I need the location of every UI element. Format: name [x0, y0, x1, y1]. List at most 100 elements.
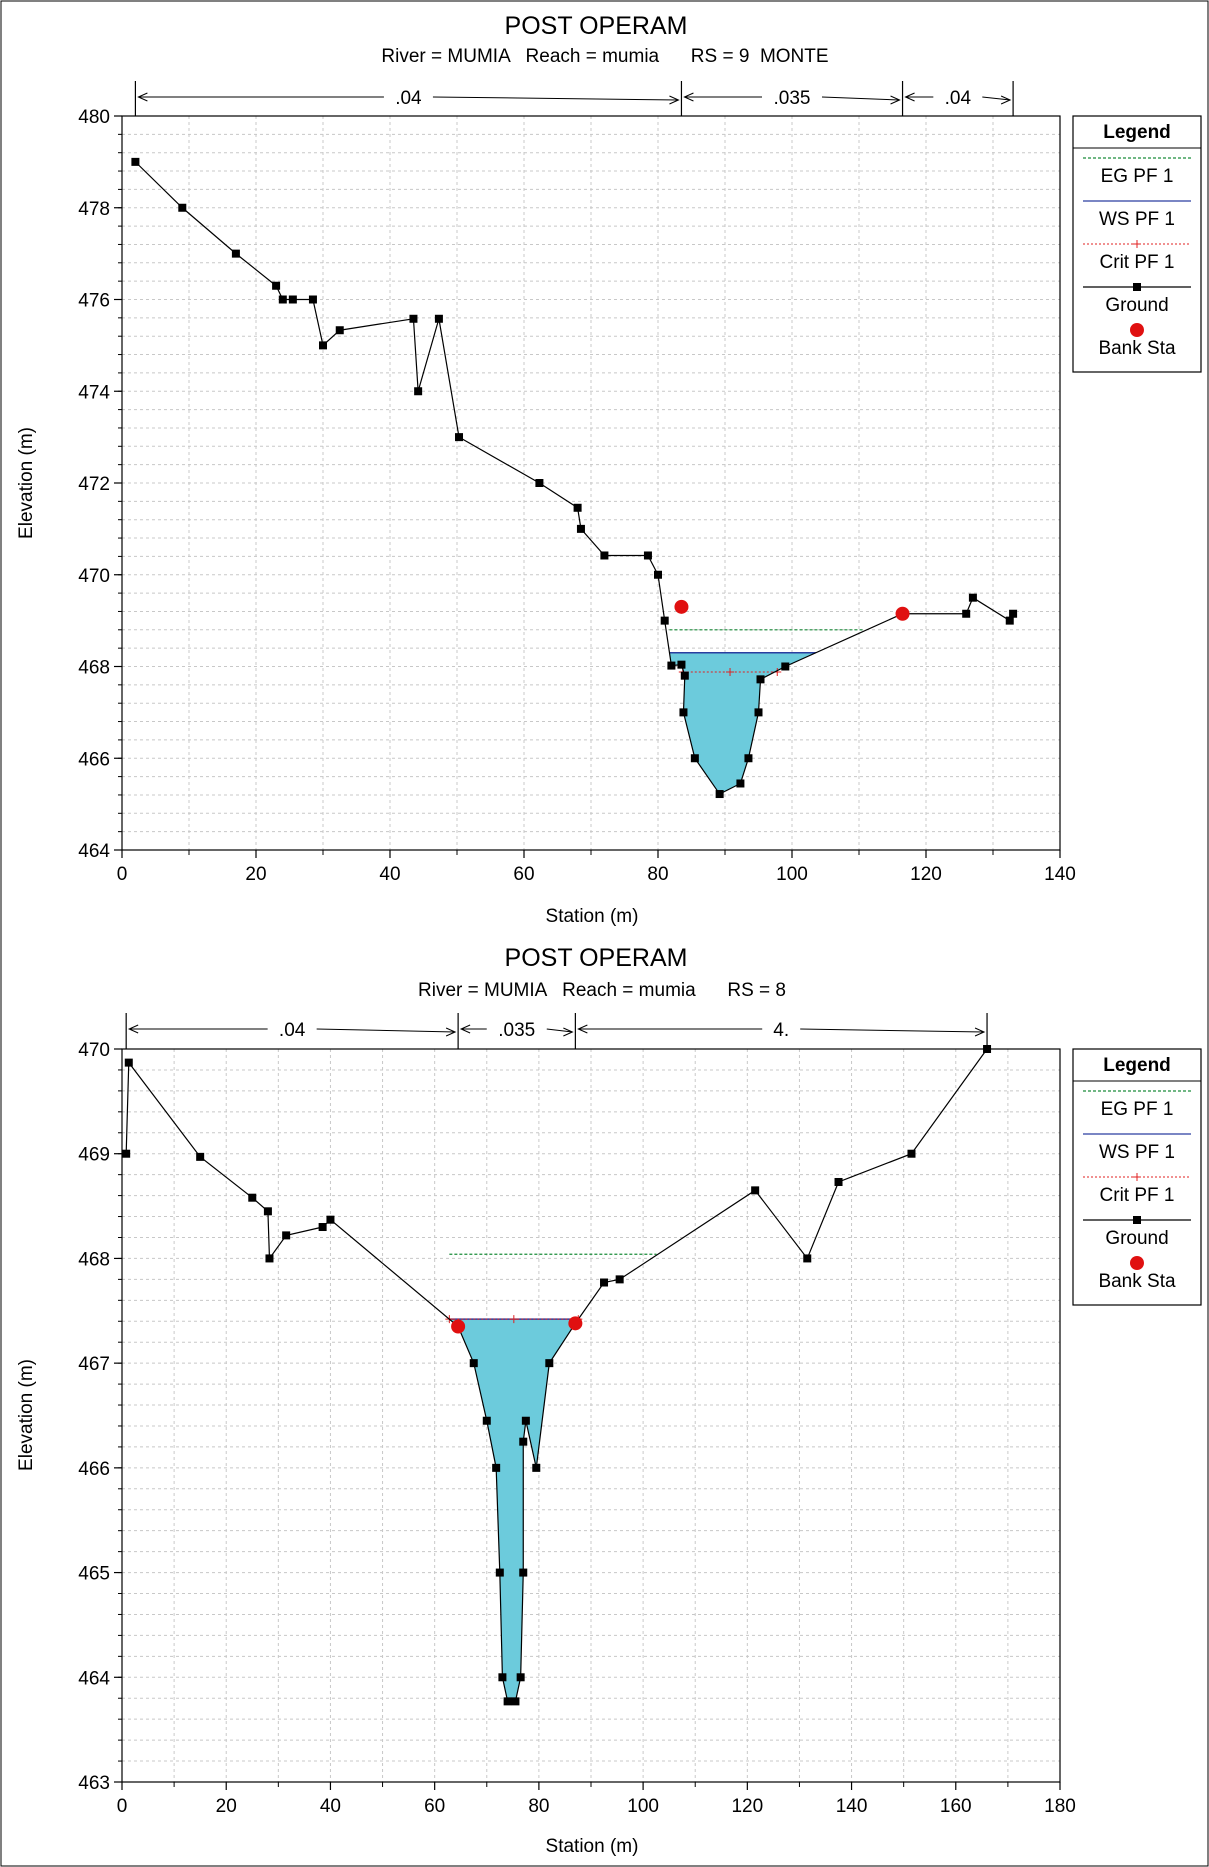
ground-point — [545, 1359, 553, 1367]
legend-entry-label: Ground — [1105, 295, 1168, 316]
x-tick-label: 0 — [117, 864, 128, 885]
bank-station-marker — [896, 607, 910, 621]
manning-n-arrow — [800, 1029, 984, 1032]
y-axis: 463 464 465 466 467 468 469 470 — [78, 1040, 122, 1794]
ground-point — [232, 250, 240, 258]
legend-sample-ground-marker — [1133, 1216, 1141, 1224]
ground-point — [969, 594, 977, 602]
ground-point — [681, 672, 689, 680]
ground-point — [435, 315, 443, 323]
manning-n-bar: .04.035 4. — [126, 1013, 987, 1049]
x-tick-label: 120 — [731, 1796, 763, 1817]
manning-n-arrow — [822, 97, 900, 100]
ground-point — [744, 754, 752, 762]
ground-point — [600, 551, 608, 559]
water-fill — [449, 1319, 578, 1701]
ground-point — [470, 1359, 478, 1367]
ground-point — [736, 779, 744, 787]
legend-entry-label: EG PF 1 — [1101, 166, 1174, 187]
y-tick-label: 464 — [78, 1668, 110, 1689]
x-tick-label: 20 — [216, 1796, 237, 1817]
legend-sample-bank — [1130, 1256, 1144, 1270]
ground-point — [716, 790, 724, 798]
legend-sample-ground-marker — [1133, 283, 1141, 291]
manning-n-label: 4. — [773, 1020, 789, 1041]
y-tick-label: 472 — [78, 474, 110, 495]
grid — [122, 116, 1060, 850]
ground-point — [519, 1569, 527, 1577]
legend-sample-bank — [1130, 323, 1144, 337]
y-tick-label: 470 — [78, 566, 110, 587]
legend-entry-label: Bank Sta — [1098, 338, 1176, 359]
x-tick-label: 100 — [776, 864, 808, 885]
ground-point — [519, 1438, 527, 1446]
ground-point — [265, 1254, 273, 1262]
y-tick-label: 464 — [78, 841, 110, 862]
y-tick-label: 466 — [78, 749, 110, 770]
x-tick-label: 80 — [647, 864, 668, 885]
y-tick-label: 463 — [78, 1773, 110, 1794]
y-axis-label: Elevation (m) — [16, 427, 37, 539]
ground-point — [492, 1464, 500, 1472]
ground-point — [835, 1178, 843, 1186]
x-tick-label: 40 — [379, 864, 400, 885]
ground-point — [535, 479, 543, 487]
profile-lines — [135, 162, 1013, 794]
ground-point — [679, 708, 687, 716]
ground-point — [781, 663, 789, 671]
y-tick-label: 469 — [78, 1145, 110, 1166]
chart-subtitle: River = MUMIA Reach = mumia RS = 8 — [418, 980, 786, 1001]
bank-station-marker — [568, 1316, 582, 1330]
ground-point — [803, 1254, 811, 1262]
manning-n-arrow — [433, 97, 679, 100]
legend-entry-label: WS PF 1 — [1099, 209, 1175, 230]
ground-point — [522, 1417, 530, 1425]
profile-lines — [126, 1049, 987, 1701]
x-tick-label: 100 — [627, 1796, 659, 1817]
x-tick-label: 140 — [836, 1796, 868, 1817]
ground-point — [757, 675, 765, 683]
manning-n-label: .04 — [945, 88, 972, 109]
ground-point — [907, 1150, 915, 1158]
chart-title: POST OPERAM — [505, 12, 688, 40]
manning-n-arrow — [317, 1029, 455, 1032]
water-fill — [669, 653, 815, 794]
manning-n-label: .035 — [498, 1020, 535, 1041]
ground-point — [455, 433, 463, 441]
ground-point — [264, 1207, 272, 1215]
x-tick-label: 40 — [320, 1796, 341, 1817]
ground-point — [122, 1150, 130, 1158]
ground-point — [511, 1697, 519, 1705]
ground-point — [336, 326, 344, 334]
ground-point — [677, 661, 685, 669]
chart-panel-rs9: POST OPERAM River = MUMIA Reach = mumia … — [16, 12, 1201, 927]
ground-point — [504, 1697, 512, 1705]
y-tick-label: 466 — [78, 1459, 110, 1480]
ground-point — [414, 387, 422, 395]
ground-points — [122, 1045, 991, 1705]
x-tick-label: 0 — [117, 1796, 128, 1817]
y-tick-label: 468 — [78, 658, 110, 679]
ground-point — [574, 504, 582, 512]
y-axis-label: Elevation (m) — [16, 1359, 37, 1471]
chart-panel-rs8: POST OPERAM River = MUMIA Reach = mumia … — [16, 944, 1201, 1857]
y-tick-label: 465 — [78, 1564, 110, 1585]
bank-station-marker — [451, 1319, 465, 1333]
manning-n-label: .04 — [395, 88, 422, 109]
legend: Legend EG PF 1 WS PF 1 Crit PF 1 Ground Bank … — [1073, 1049, 1201, 1305]
ground-point — [125, 1059, 133, 1067]
ground-point — [196, 1153, 204, 1161]
ground-point — [962, 610, 970, 618]
ground-point — [309, 296, 317, 304]
x-tick-label: 180 — [1044, 1796, 1076, 1817]
ground-point — [272, 282, 280, 290]
ground-point — [691, 754, 699, 762]
x-tick-label: 120 — [910, 864, 942, 885]
ground-points — [131, 158, 1017, 798]
ground-line — [135, 162, 1013, 794]
ground-point — [131, 158, 139, 166]
x-tick-label: 20 — [245, 864, 266, 885]
y-axis: 464466468470472474476478480 — [78, 107, 122, 862]
chart-title: POST OPERAM — [505, 944, 688, 972]
legend-entry-label: Bank Sta — [1098, 1271, 1176, 1292]
